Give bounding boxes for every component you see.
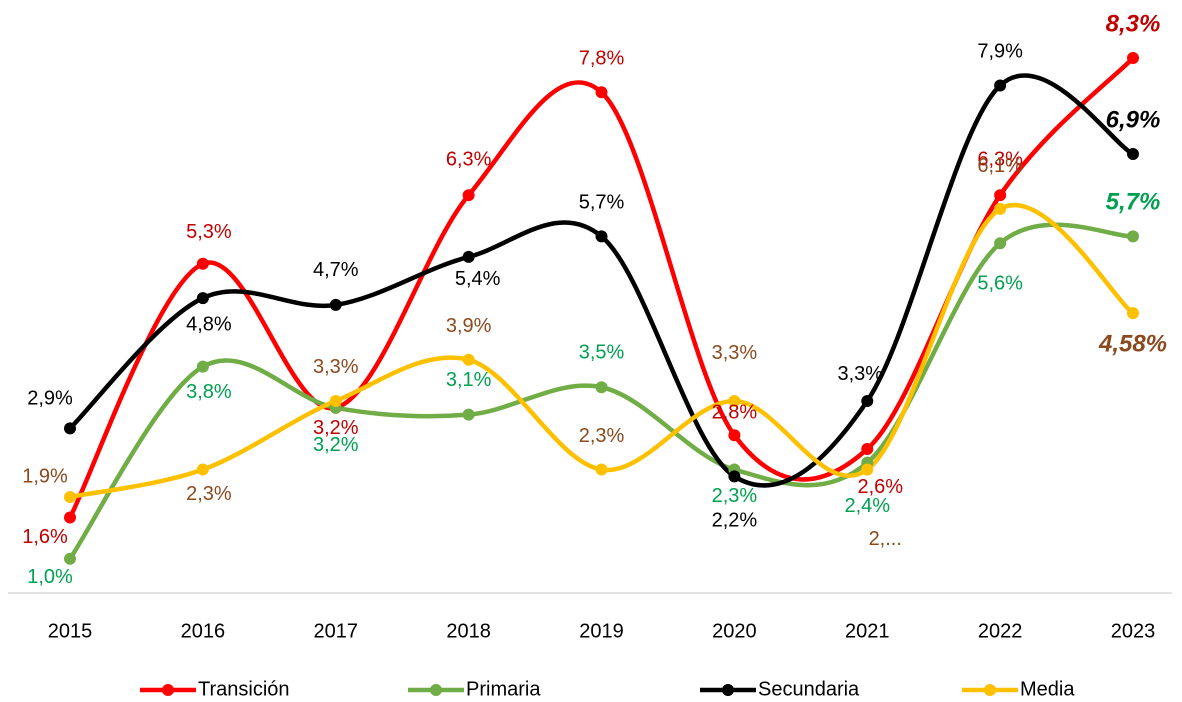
data-label: 2,8% xyxy=(712,402,758,424)
data-label: 1,0% xyxy=(27,566,73,588)
data-label: 2,2% xyxy=(712,510,758,532)
point xyxy=(728,429,741,442)
legend-item: Media xyxy=(962,678,1075,700)
x-tick-label: 2022 xyxy=(978,620,1023,642)
x-tick-label: 2015 xyxy=(48,620,93,642)
legend-marker xyxy=(984,684,996,696)
point xyxy=(196,360,209,373)
data-label: 2,3% xyxy=(712,485,758,507)
point xyxy=(64,552,76,565)
data-label: 2,9% xyxy=(27,388,73,410)
point xyxy=(994,189,1007,202)
data-label: 6,3% xyxy=(446,148,492,170)
data-label: 5,7% xyxy=(579,192,625,214)
legend-marker xyxy=(162,684,174,696)
point xyxy=(861,394,874,407)
legend-marker xyxy=(722,684,734,696)
data-label: 5,3% xyxy=(186,221,232,243)
x-tick-label: 2020 xyxy=(712,620,757,642)
point xyxy=(1127,148,1139,161)
data-label: 3,3% xyxy=(712,342,758,364)
point xyxy=(994,202,1007,215)
data-label: 6,1% xyxy=(977,155,1023,177)
data-label: 4,58% xyxy=(1098,331,1167,358)
point xyxy=(462,353,475,366)
data-label: 7,9% xyxy=(977,41,1023,63)
legend-item: Transición xyxy=(140,678,290,700)
legend-label: Media xyxy=(1020,678,1075,700)
point xyxy=(1127,52,1139,65)
data-label: 8,3% xyxy=(1106,10,1161,37)
data-label: 6,9% xyxy=(1106,106,1161,133)
data-label: 5,7% xyxy=(1106,189,1161,216)
point xyxy=(64,422,76,435)
data-label: 2,... xyxy=(869,528,902,550)
point xyxy=(861,463,874,476)
data-label: 4,8% xyxy=(186,313,232,335)
legend-label: Primaria xyxy=(466,678,541,700)
data-label: 2,4% xyxy=(844,495,890,517)
legend-label: Transición xyxy=(198,678,290,700)
legend-item: Primaria xyxy=(408,678,541,700)
data-label: 2,3% xyxy=(186,483,232,505)
point xyxy=(595,230,608,243)
point xyxy=(196,292,209,305)
x-tick-label: 2017 xyxy=(314,620,359,642)
point xyxy=(595,86,608,99)
legend-item: Secundaria xyxy=(700,678,860,700)
point xyxy=(462,189,475,202)
point xyxy=(1127,230,1139,243)
data-label: 3,8% xyxy=(186,381,232,403)
data-label: 2,3% xyxy=(579,425,625,447)
data-label: 2,6% xyxy=(857,476,903,498)
x-tick-label: 2016 xyxy=(181,620,226,642)
point xyxy=(728,394,741,407)
point xyxy=(462,408,475,421)
data-label: 3,9% xyxy=(446,315,492,337)
data-label: 3,3% xyxy=(837,363,883,385)
data-label: 7,8% xyxy=(579,48,625,70)
legend-marker xyxy=(430,684,442,696)
x-tick-label: 2023 xyxy=(1111,620,1156,642)
x-tick-label: 2021 xyxy=(845,620,890,642)
point xyxy=(64,511,76,524)
series-line xyxy=(68,73,1135,488)
x-tick-label: 2018 xyxy=(446,620,491,642)
data-label: 3,2% xyxy=(313,434,359,456)
legend-label: Secundaria xyxy=(758,678,860,700)
data-label: 3,3% xyxy=(313,356,359,378)
point xyxy=(595,381,608,394)
point xyxy=(196,257,209,270)
data-label: 3,2% xyxy=(313,417,359,439)
point xyxy=(861,442,874,455)
data-label: 4,7% xyxy=(313,259,359,281)
point xyxy=(994,237,1007,250)
point xyxy=(329,394,342,407)
point xyxy=(728,470,741,483)
series-line xyxy=(69,203,1135,500)
point xyxy=(64,490,76,503)
data-label: 1,6% xyxy=(22,526,68,548)
data-label: 5,4% xyxy=(455,268,501,290)
data-label: 3,5% xyxy=(579,342,625,364)
point xyxy=(329,298,342,311)
point xyxy=(994,79,1007,92)
point xyxy=(196,463,209,476)
data-label: 5,6% xyxy=(977,272,1023,294)
data-label: 3,1% xyxy=(446,369,492,391)
point xyxy=(462,250,475,263)
point xyxy=(1127,307,1139,320)
x-tick-label: 2019 xyxy=(579,620,624,642)
data-label: 6,3% xyxy=(977,148,1023,170)
point xyxy=(595,463,608,476)
data-label: 1,9% xyxy=(22,465,68,487)
